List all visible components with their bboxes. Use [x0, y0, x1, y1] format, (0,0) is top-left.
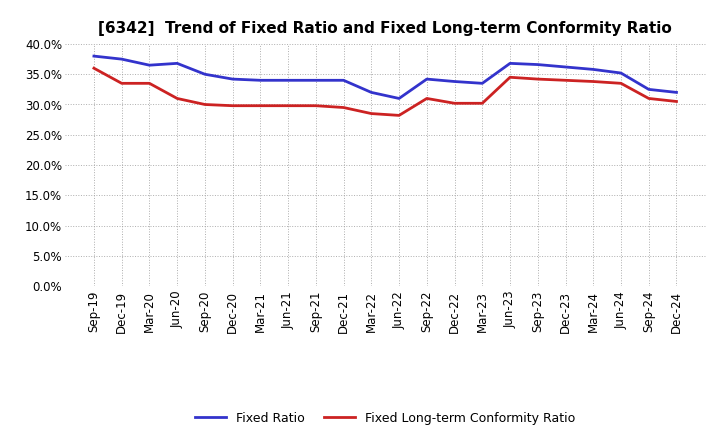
- Fixed Long-term Conformity Ratio: [339, 105, 348, 110]
- Fixed Ratio: [672, 90, 681, 95]
- Line: Fixed Ratio: Fixed Ratio: [94, 56, 677, 99]
- Fixed Long-term Conformity Ratio: [228, 103, 237, 108]
- Fixed Long-term Conformity Ratio: [312, 103, 320, 108]
- Fixed Ratio: [312, 77, 320, 83]
- Fixed Ratio: [89, 53, 98, 59]
- Fixed Ratio: [423, 77, 431, 82]
- Fixed Long-term Conformity Ratio: [534, 77, 542, 82]
- Fixed Long-term Conformity Ratio: [672, 99, 681, 104]
- Fixed Ratio: [589, 67, 598, 72]
- Fixed Ratio: [561, 64, 570, 70]
- Fixed Ratio: [644, 87, 653, 92]
- Fixed Long-term Conformity Ratio: [256, 103, 265, 108]
- Fixed Ratio: [201, 72, 210, 77]
- Fixed Long-term Conformity Ratio: [644, 96, 653, 101]
- Fixed Ratio: [117, 56, 126, 62]
- Fixed Ratio: [450, 79, 459, 84]
- Fixed Ratio: [228, 77, 237, 82]
- Fixed Long-term Conformity Ratio: [173, 96, 181, 101]
- Fixed Long-term Conformity Ratio: [367, 111, 376, 116]
- Fixed Ratio: [505, 61, 514, 66]
- Fixed Long-term Conformity Ratio: [616, 81, 625, 86]
- Fixed Long-term Conformity Ratio: [89, 66, 98, 71]
- Fixed Long-term Conformity Ratio: [423, 96, 431, 101]
- Fixed Ratio: [173, 61, 181, 66]
- Legend: Fixed Ratio, Fixed Long-term Conformity Ratio: Fixed Ratio, Fixed Long-term Conformity …: [190, 407, 580, 430]
- Fixed Ratio: [478, 81, 487, 86]
- Fixed Ratio: [534, 62, 542, 67]
- Fixed Long-term Conformity Ratio: [395, 113, 403, 118]
- Fixed Long-term Conformity Ratio: [201, 102, 210, 107]
- Fixed Long-term Conformity Ratio: [561, 77, 570, 83]
- Fixed Long-term Conformity Ratio: [478, 101, 487, 106]
- Fixed Ratio: [616, 70, 625, 76]
- Line: Fixed Long-term Conformity Ratio: Fixed Long-term Conformity Ratio: [94, 68, 677, 115]
- Fixed Long-term Conformity Ratio: [117, 81, 126, 86]
- Fixed Ratio: [256, 77, 265, 83]
- Fixed Ratio: [284, 77, 292, 83]
- Fixed Long-term Conformity Ratio: [145, 81, 154, 86]
- Fixed Ratio: [145, 62, 154, 68]
- Fixed Ratio: [339, 77, 348, 83]
- Fixed Long-term Conformity Ratio: [450, 101, 459, 106]
- Fixed Ratio: [395, 96, 403, 101]
- Title: [6342]  Trend of Fixed Ratio and Fixed Long-term Conformity Ratio: [6342] Trend of Fixed Ratio and Fixed Lo…: [99, 21, 672, 36]
- Fixed Long-term Conformity Ratio: [284, 103, 292, 108]
- Fixed Ratio: [367, 90, 376, 95]
- Fixed Long-term Conformity Ratio: [505, 75, 514, 80]
- Fixed Long-term Conformity Ratio: [589, 79, 598, 84]
